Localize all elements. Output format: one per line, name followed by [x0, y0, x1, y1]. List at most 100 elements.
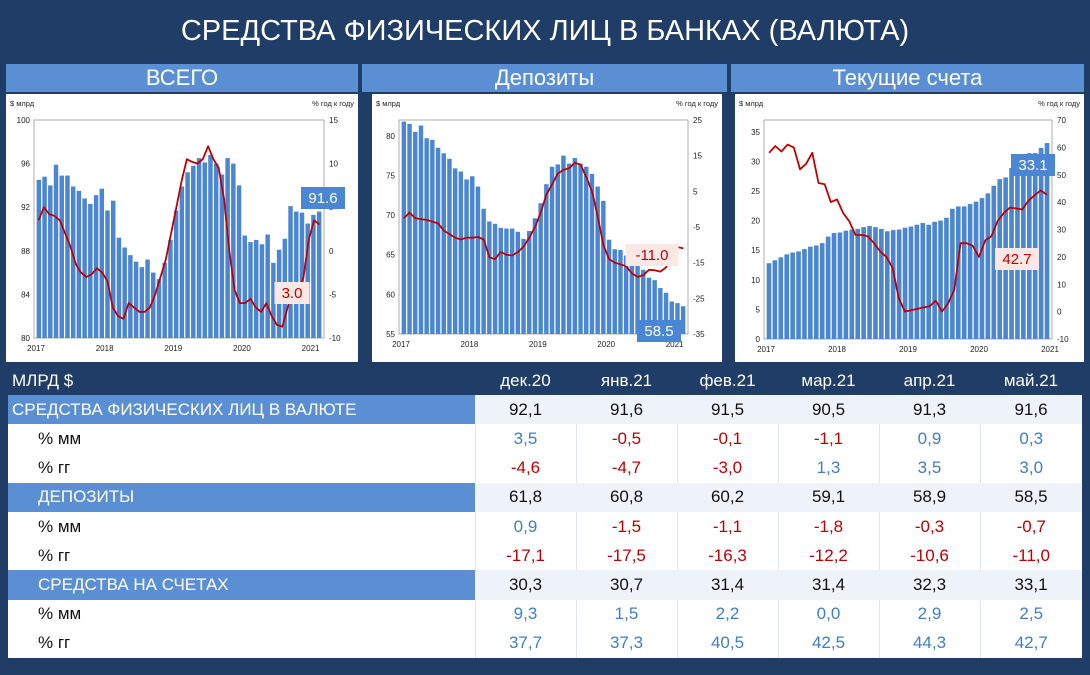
y2-tick-label: 5 [693, 187, 698, 196]
bar [259, 244, 265, 338]
row-value: 90,5 [778, 395, 879, 425]
row-value: 61,8 [475, 482, 576, 512]
row-label: % гг [8, 541, 475, 571]
bar [635, 262, 640, 334]
panel-header-deposits: Депозиты [362, 64, 727, 92]
bar [584, 166, 589, 334]
table-row: % гг 37,7 37,3 40,5 42,5 44,3 42,7 [8, 628, 1082, 658]
bar [896, 229, 902, 339]
bar [441, 153, 446, 334]
table-row: СРЕДСТВА НА СЧЕТАХ 30,3 30,7 31,4 31,4 32,3 33… [8, 570, 1082, 600]
bar [305, 223, 310, 338]
x-tick-label: 2020 [233, 344, 251, 353]
y2-tick-label: 0 [329, 247, 334, 256]
bar [772, 260, 778, 339]
bar [242, 235, 248, 338]
row-value: -4,6 [474, 453, 576, 483]
y2-tick-label: 0 [1057, 308, 1062, 317]
bar [42, 176, 47, 338]
bar [492, 223, 498, 334]
y-tick-label: 5 [756, 305, 761, 314]
plot-frame [398, 119, 689, 335]
bar [1044, 143, 1050, 339]
row-value: 3,5 [474, 424, 576, 454]
y-tick-label: 30 [751, 157, 760, 166]
bar [855, 228, 861, 339]
row-label: % гг [8, 453, 475, 483]
bar [926, 224, 932, 339]
bar [555, 164, 560, 334]
bar [481, 208, 486, 334]
x-tick-label: 2018 [828, 345, 846, 354]
series-line [403, 161, 684, 278]
bar [663, 292, 669, 334]
y2-tick-label: 15 [329, 116, 338, 125]
row-value: 0,0 [777, 599, 879, 629]
x-tick-label: 2020 [597, 340, 615, 349]
bar [294, 211, 299, 338]
line-callout-bg [995, 248, 1039, 270]
bar [179, 186, 185, 338]
series-line [37, 145, 320, 328]
bar [873, 227, 878, 339]
table-row: % гг -4,6 -4,7 -3,0 1,3 3,5 3,0 [8, 453, 1082, 483]
bar [784, 254, 790, 339]
bar [236, 185, 242, 338]
ylabel: $ млрд [10, 99, 35, 108]
y2-tick-label: -25 [693, 294, 705, 303]
row-value: -11,0 [979, 541, 1082, 571]
y-tick-label: 84 [21, 290, 30, 299]
bar [950, 208, 955, 339]
line-callout-bg [274, 282, 310, 304]
bar [675, 303, 680, 334]
y-tick-label: 0 [756, 335, 761, 344]
row-value: 42,7 [979, 628, 1082, 658]
row-value: 31,4 [677, 570, 778, 600]
x-tick-label: 2019 [899, 345, 917, 354]
bar [88, 203, 93, 338]
y-tick-label: 88 [21, 247, 30, 256]
row-value: -0,5 [575, 424, 677, 454]
y-tick-label: 96 [21, 160, 30, 169]
y-tick-label: 80 [21, 334, 30, 343]
bar [65, 175, 70, 338]
bar-callout-bg [637, 320, 681, 342]
x-tick-label: 2021 [302, 344, 320, 353]
row-label: ДЕПОЗИТЫ [8, 482, 475, 512]
bar [99, 188, 105, 338]
bar-callout: 33.1 [1018, 157, 1047, 174]
row-value: 42,5 [777, 628, 879, 658]
y2-tick-label: -15 [693, 259, 705, 268]
line-callout: -11.0 [635, 247, 668, 264]
bar [572, 158, 578, 334]
row-label: СРЕДСТВА НА СЧЕТАХ [8, 570, 475, 600]
row-value: 3,5 [878, 453, 980, 483]
table-header-month: фев.21 [677, 366, 778, 396]
y-tick-label: 35 [751, 128, 760, 137]
y2-tick-label: 40 [1057, 198, 1066, 207]
y-tick-label: 55 [386, 330, 395, 339]
bar [162, 262, 167, 338]
row-value: 0,3 [979, 424, 1082, 454]
bar [185, 172, 190, 338]
row-value: -0,1 [676, 424, 778, 454]
bar [521, 238, 526, 334]
y2-tick-label: 10 [1057, 280, 1066, 289]
bar [208, 154, 213, 338]
bar [253, 239, 259, 338]
y2-tick-label: 15 [693, 152, 702, 161]
row-value: -4,7 [575, 453, 677, 483]
x-tick-label: 2019 [529, 340, 547, 349]
y2label: % год к году [312, 99, 354, 108]
row-value: -1,5 [575, 511, 677, 542]
bar [861, 227, 866, 339]
bar-callout: 91.6 [308, 190, 337, 207]
bar [527, 230, 532, 334]
bar [509, 228, 515, 334]
chart-deposits: $ млрд % год к году 80 75 70 65 60 55 25 15 5 -5 -15… [372, 94, 722, 362]
row-value: 37,3 [575, 628, 677, 658]
page-title: СРЕДСТВА ФИЗИЧЕСКИХ ЛИЦ В БАНКАХ (ВАЛЮТА… [180, 15, 910, 47]
bar [629, 257, 635, 334]
row-value: 58,9 [879, 482, 980, 512]
row-value: 91,6 [576, 395, 677, 425]
